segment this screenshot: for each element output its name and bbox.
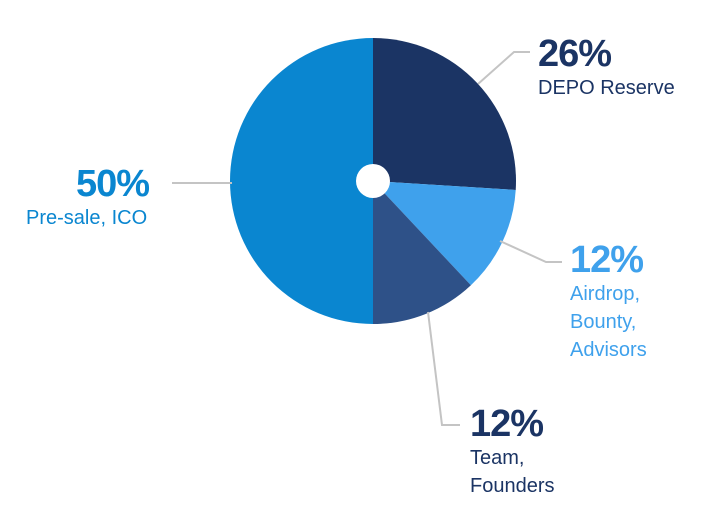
center-hole xyxy=(356,164,390,198)
slice-desc-line: Pre-sale, ICO xyxy=(26,207,148,229)
leader-line-team xyxy=(427,311,460,426)
slice-desc-line: Bounty, xyxy=(570,311,637,333)
slice-desc-line: DEPO Reserve xyxy=(538,77,675,99)
leader-lines xyxy=(172,51,562,426)
pie-slices xyxy=(230,38,516,324)
slice-presale-ico xyxy=(230,38,373,324)
slice-desc-line: Airdrop, xyxy=(570,283,641,305)
slice-depo-reserve xyxy=(373,38,516,190)
slice-desc-line: Founders xyxy=(470,475,555,497)
slice-airdrop-bounty-advisors xyxy=(373,181,516,286)
slice-desc-line: Advisors xyxy=(570,339,647,361)
slice-label-presale: 50% Pre-sale, ICO xyxy=(26,164,178,232)
leader-line-airdrop xyxy=(499,240,562,263)
slice-percent-label: 50% xyxy=(76,163,150,205)
slice-team-founders xyxy=(373,181,471,324)
slice-label-airdrop: 12% Airdrop, Bounty, Advisors xyxy=(570,240,647,364)
leader-line-depo-reserve xyxy=(477,51,530,85)
slice-desc-line: Team, xyxy=(470,447,525,469)
slice-percent-label: 26% xyxy=(538,33,612,75)
slice-percent-label: 12% xyxy=(570,239,644,281)
slice-percent-label: 12% xyxy=(470,403,544,445)
slice-label-depo-reserve: 26% DEPO Reserve xyxy=(538,34,675,102)
slice-label-team: 12% Team, Founders xyxy=(470,404,555,500)
